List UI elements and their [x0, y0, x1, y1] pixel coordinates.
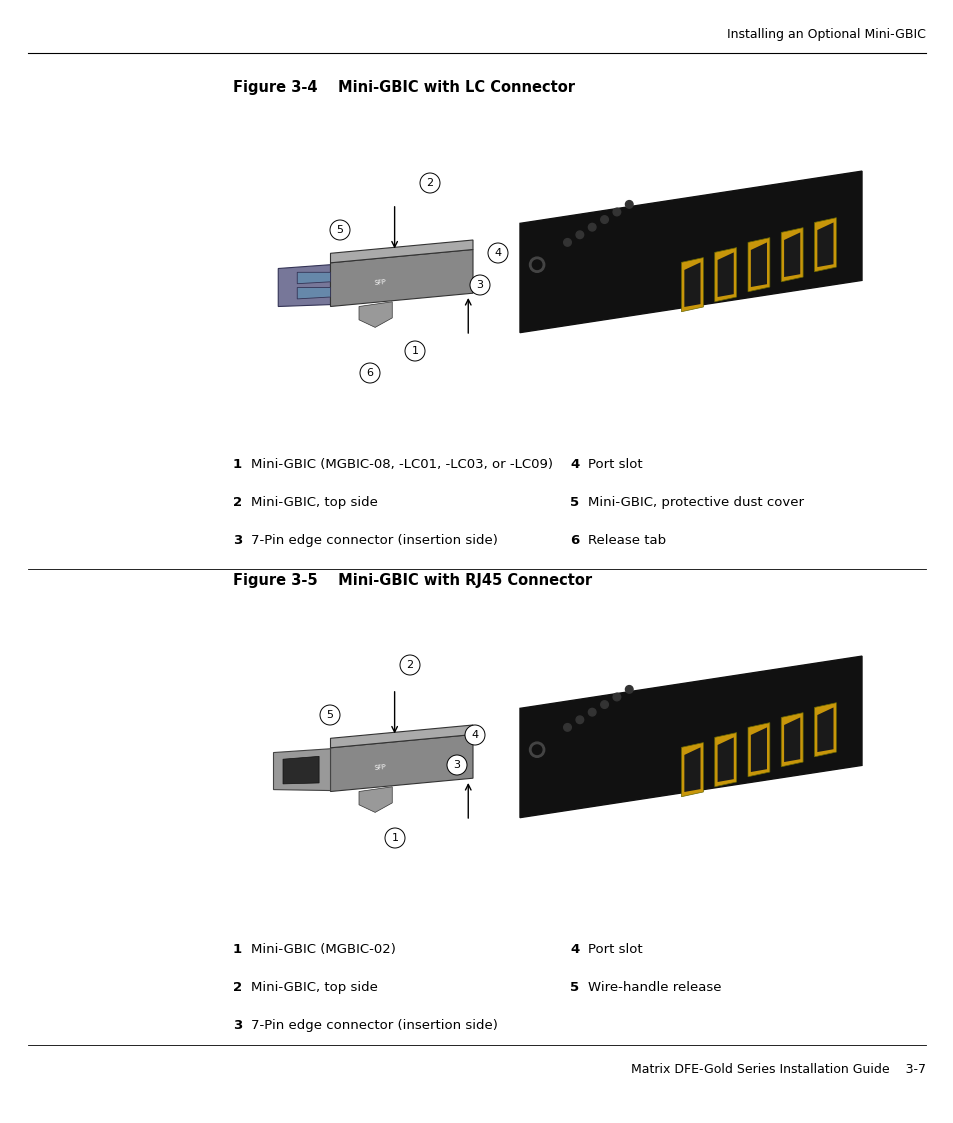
Text: Mini-GBIC, top side: Mini-GBIC, top side — [251, 982, 377, 994]
Polygon shape — [358, 302, 392, 328]
Text: Mini-GBIC (MGBIC-08, -LC01, -LC03, or -LC09): Mini-GBIC (MGBIC-08, -LC01, -LC03, or -L… — [251, 458, 553, 471]
Polygon shape — [330, 249, 473, 307]
Circle shape — [563, 723, 571, 731]
Text: Figure 3-5    Mini-GBIC with RJ45 Connector: Figure 3-5 Mini-GBIC with RJ45 Connector — [233, 573, 592, 588]
Circle shape — [470, 275, 490, 295]
Circle shape — [576, 231, 583, 238]
Text: Installing an Optional Mini-GBIC: Installing an Optional Mini-GBIC — [726, 28, 925, 42]
Polygon shape — [519, 656, 862, 818]
Text: 3: 3 — [453, 760, 460, 770]
Circle shape — [563, 238, 571, 246]
Circle shape — [405, 341, 424, 360]
Polygon shape — [330, 734, 473, 792]
Circle shape — [613, 208, 620, 216]
Text: 3: 3 — [233, 1019, 242, 1032]
Text: 5: 5 — [569, 982, 578, 994]
Polygon shape — [683, 747, 700, 792]
Polygon shape — [783, 232, 800, 277]
Text: 4: 4 — [569, 943, 578, 956]
Circle shape — [330, 220, 350, 240]
Text: Release tab: Release tab — [587, 535, 665, 547]
Text: Mini-GBIC (MGBIC-02): Mini-GBIC (MGBIC-02) — [251, 943, 395, 956]
Text: 3: 3 — [233, 535, 242, 547]
Polygon shape — [519, 171, 862, 332]
Circle shape — [319, 705, 339, 725]
Text: 6: 6 — [366, 368, 374, 378]
Text: Matrix DFE-Gold Series Installation Guide    3-7: Matrix DFE-Gold Series Installation Guid… — [630, 1063, 925, 1076]
Text: 2: 2 — [233, 496, 242, 509]
Circle shape — [625, 685, 633, 693]
Circle shape — [419, 173, 439, 193]
Polygon shape — [717, 738, 733, 782]
Polygon shape — [747, 722, 769, 777]
Text: Port slot: Port slot — [587, 943, 642, 956]
Circle shape — [447, 755, 467, 775]
Polygon shape — [781, 713, 802, 767]
Polygon shape — [714, 732, 736, 787]
Text: SFP: SFP — [374, 279, 386, 285]
Circle shape — [532, 259, 541, 270]
Circle shape — [488, 243, 507, 263]
Polygon shape — [814, 703, 836, 757]
Circle shape — [588, 709, 596, 716]
Text: 1: 1 — [411, 346, 418, 356]
Text: 7-Pin edge connector (insertion side): 7-Pin edge connector (insertion side) — [251, 535, 497, 547]
Polygon shape — [817, 222, 833, 267]
Circle shape — [385, 828, 405, 848]
Polygon shape — [683, 263, 700, 307]
Text: 1: 1 — [233, 943, 242, 956]
Polygon shape — [330, 240, 473, 263]
Text: 4: 4 — [569, 458, 578, 471]
Circle shape — [532, 745, 541, 755]
Text: 2: 2 — [426, 179, 433, 188]
Polygon shape — [680, 742, 702, 796]
Polygon shape — [783, 718, 800, 763]
Circle shape — [613, 693, 620, 701]
Polygon shape — [358, 787, 392, 812]
Circle shape — [464, 725, 484, 745]
Polygon shape — [750, 243, 766, 287]
Text: 5: 5 — [569, 496, 578, 509]
Polygon shape — [297, 272, 330, 284]
Polygon shape — [814, 218, 836, 272]
Text: 5: 5 — [336, 225, 343, 235]
Polygon shape — [274, 749, 330, 791]
Text: Mini-GBIC, protective dust cover: Mini-GBIC, protective dust cover — [587, 496, 803, 509]
Polygon shape — [283, 757, 318, 784]
Circle shape — [359, 363, 379, 383]
Polygon shape — [717, 253, 733, 296]
Text: 1: 1 — [391, 833, 398, 843]
Polygon shape — [278, 265, 330, 307]
Text: 2: 2 — [406, 660, 414, 670]
Text: 5: 5 — [326, 710, 334, 720]
Circle shape — [588, 223, 596, 231]
Text: 4: 4 — [471, 730, 478, 740]
Polygon shape — [680, 257, 702, 312]
Circle shape — [600, 701, 608, 709]
Polygon shape — [817, 707, 833, 752]
Circle shape — [576, 716, 583, 723]
Text: Wire-handle release: Wire-handle release — [587, 982, 720, 994]
Polygon shape — [781, 228, 802, 282]
Circle shape — [529, 742, 544, 757]
Polygon shape — [747, 238, 769, 292]
Text: 6: 6 — [569, 535, 578, 547]
Text: Port slot: Port slot — [587, 458, 642, 471]
Text: 7-Pin edge connector (insertion side): 7-Pin edge connector (insertion side) — [251, 1019, 497, 1032]
Text: 4: 4 — [494, 248, 501, 258]
Text: 2: 2 — [233, 982, 242, 994]
Circle shape — [625, 201, 633, 208]
Text: 3: 3 — [476, 280, 483, 290]
Polygon shape — [714, 247, 736, 302]
Text: SFP: SFP — [374, 764, 386, 770]
Text: 1: 1 — [233, 458, 242, 471]
Circle shape — [399, 655, 419, 675]
Polygon shape — [330, 725, 473, 748]
Circle shape — [529, 257, 544, 272]
Text: Figure 3-4    Mini-GBIC with LC Connector: Figure 3-4 Mini-GBIC with LC Connector — [233, 80, 575, 95]
Polygon shape — [297, 287, 330, 299]
Circle shape — [600, 216, 608, 223]
Text: Mini-GBIC, top side: Mini-GBIC, top side — [251, 496, 377, 509]
Polygon shape — [750, 728, 766, 772]
